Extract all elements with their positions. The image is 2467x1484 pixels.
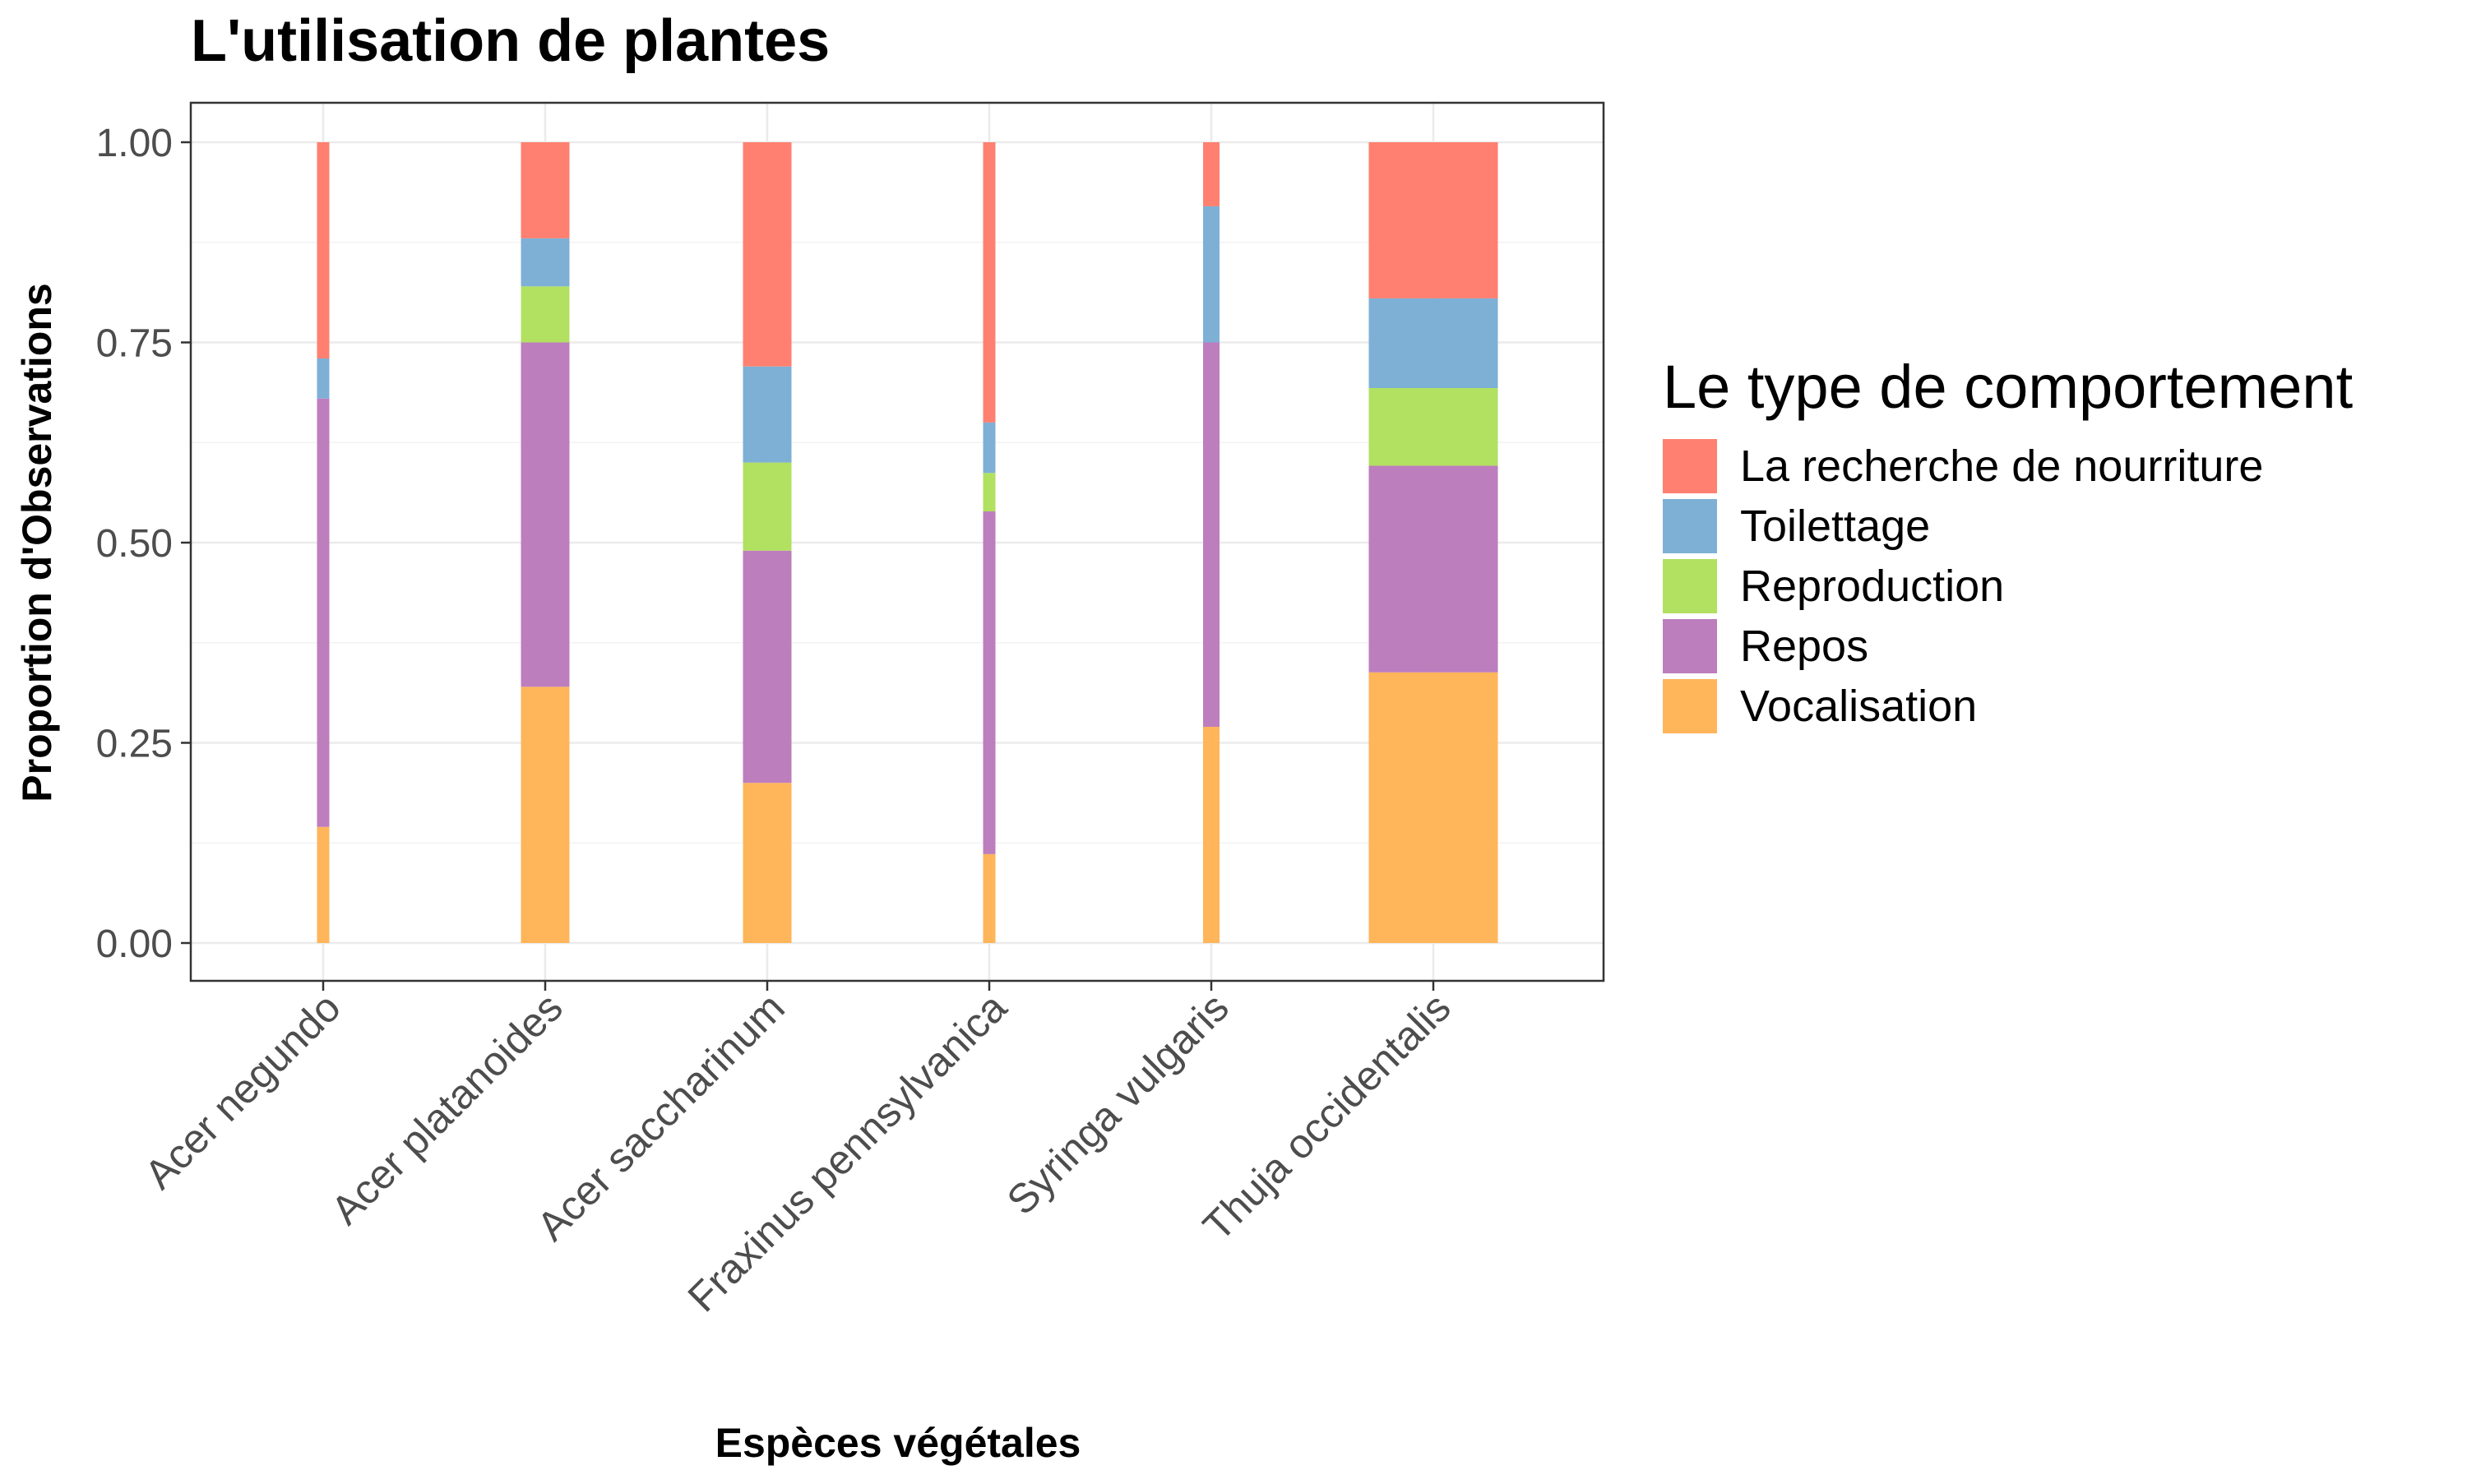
bar-segment bbox=[1203, 727, 1220, 943]
legend-key bbox=[1663, 619, 1717, 673]
bar-segment bbox=[1368, 298, 1498, 389]
y-tick-label: 0.75 bbox=[96, 322, 173, 366]
bar-segment bbox=[521, 687, 570, 943]
bar-segment bbox=[983, 422, 996, 474]
legend: Le type de comportement La recherche de … bbox=[1663, 353, 2354, 733]
legend-key bbox=[1663, 679, 1717, 733]
bar-segment bbox=[317, 398, 330, 827]
bar-segment bbox=[743, 366, 792, 463]
bar-segment bbox=[317, 142, 330, 358]
bar-segment bbox=[1368, 672, 1498, 943]
bar-segment bbox=[983, 511, 996, 854]
bar-segment bbox=[1368, 142, 1498, 298]
bar-segment bbox=[521, 238, 570, 287]
y-tick-label: 1.00 bbox=[96, 122, 173, 165]
bar-segment bbox=[1203, 142, 1220, 206]
bar-segment bbox=[521, 142, 570, 238]
bar-segment bbox=[983, 473, 996, 512]
bar-segment bbox=[317, 358, 330, 399]
legend-key bbox=[1663, 499, 1717, 553]
legend-key bbox=[1663, 559, 1717, 613]
bar-segment bbox=[1368, 388, 1498, 466]
bar-segment bbox=[743, 783, 792, 943]
legend-key bbox=[1663, 439, 1717, 493]
legend-label: Reproduction bbox=[1740, 562, 2004, 611]
y-tick-label: 0.00 bbox=[96, 922, 173, 966]
bar-segment bbox=[521, 342, 570, 687]
bar-segment bbox=[983, 142, 996, 423]
y-tick-label: 0.25 bbox=[96, 723, 173, 766]
legend-label: Vocalisation bbox=[1740, 682, 1977, 731]
bar-segment bbox=[1203, 342, 1220, 728]
legend-title: Le type de comportement bbox=[1663, 353, 2354, 421]
bar-segment bbox=[743, 462, 792, 551]
y-tick-label: 0.50 bbox=[96, 522, 173, 566]
y-axis-label: Proportion d'Observations bbox=[14, 283, 60, 802]
bar-segment bbox=[743, 142, 792, 367]
bar-segment bbox=[521, 286, 570, 343]
bars bbox=[317, 142, 1498, 943]
legend-label: La recherche de nourriture bbox=[1740, 442, 2263, 491]
bar-segment bbox=[983, 853, 996, 943]
chart-title: L'utilisation de plantes bbox=[191, 8, 830, 74]
bar-segment bbox=[1203, 206, 1220, 343]
x-axis-label: Espèces végétales bbox=[715, 1420, 1081, 1466]
legend-label: Toilettage bbox=[1740, 502, 1930, 551]
bar-segment bbox=[317, 826, 330, 943]
bar-segment bbox=[743, 550, 792, 784]
bar-segment bbox=[1368, 465, 1498, 673]
legend-label: Repos bbox=[1740, 622, 1868, 671]
